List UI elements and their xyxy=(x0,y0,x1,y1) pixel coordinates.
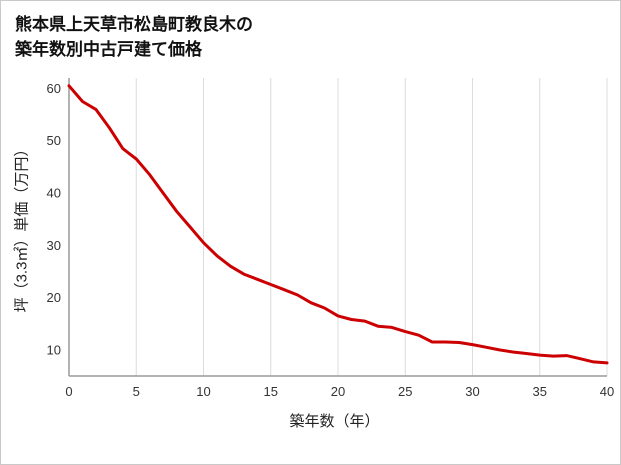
x-tick-label: 15 xyxy=(264,384,278,399)
y-tick-label: 50 xyxy=(47,134,61,149)
price-line-series xyxy=(67,84,609,365)
chart-title-line2: 築年数別中古戸建て価格 xyxy=(15,39,202,59)
chart-title-line1: 熊本県上天草市松島町教良木の xyxy=(15,15,253,34)
x-tick-label: 10 xyxy=(196,384,210,399)
x-tick-label: 40 xyxy=(600,384,614,399)
x-tick-label: 20 xyxy=(331,384,345,399)
x-tick-label: 25 xyxy=(398,384,412,399)
y-tick-label: 20 xyxy=(47,290,61,305)
chart-title: 熊本県上天草市松島町教良木の 築年数別中古戸建て価格 xyxy=(15,13,610,62)
y-tick-label: 40 xyxy=(47,186,61,201)
y-tick-label: 30 xyxy=(47,238,61,253)
x-tick-label: 5 xyxy=(133,384,140,399)
x-tick-label: 35 xyxy=(533,384,547,399)
x-tick-label: 0 xyxy=(65,384,72,399)
chart-canvas: 10 20 30 40 50 60 0 5 10 15 20 25 30 35 40 xyxy=(47,78,614,399)
y-axis-label: 坪（3.3㎡）単価（万円） xyxy=(13,141,31,313)
chart-area: 坪（3.3㎡）単価（万円） 10 20 30 40 50 60 0 5 10 15 20 25 30 35… xyxy=(14,68,614,408)
y-tick-label: 10 xyxy=(47,343,61,358)
x-tick-label: 30 xyxy=(465,384,479,399)
x-axis-label: 築年数（年） xyxy=(289,413,380,431)
y-tick-label: 60 xyxy=(47,81,61,96)
